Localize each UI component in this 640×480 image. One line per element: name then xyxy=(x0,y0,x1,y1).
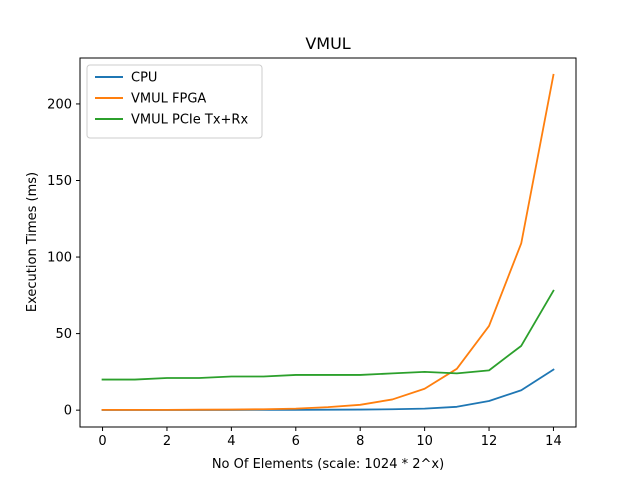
series-line-1 xyxy=(101,73,555,411)
x-tick-label-4: 8 xyxy=(356,434,364,449)
legend: CPU VMUL FPGA VMUL PCIe Tx+Rx xyxy=(86,64,263,139)
x-axis-label: No Of Elements (scale: 1024 * 2^x) xyxy=(212,457,444,472)
chart-title: VMUL xyxy=(305,34,350,53)
legend-label-1: VMUL FPGA xyxy=(131,92,206,107)
legend-box xyxy=(86,64,263,139)
y-tick-label-0: 0 xyxy=(64,404,72,419)
y-tick-label-4: 200 xyxy=(47,97,72,112)
x-axis: 0 2 4 6 8 10 12 14 xyxy=(98,427,562,449)
legend-label-0: CPU xyxy=(131,71,157,86)
plot-frame xyxy=(79,57,577,428)
series-line-2 xyxy=(101,289,555,381)
x-tick-label-3: 6 xyxy=(292,434,300,449)
x-tick-label-7: 14 xyxy=(545,434,562,449)
y-axis: 0 50 100 150 200 xyxy=(47,97,80,419)
x-tick-label-2: 4 xyxy=(227,434,235,449)
y-tick-label-2: 100 xyxy=(47,251,72,266)
plot-lines xyxy=(101,73,555,411)
x-tick-label-5: 10 xyxy=(416,434,433,449)
x-tick-label-0: 0 xyxy=(98,434,106,449)
x-tick-label-1: 2 xyxy=(163,434,171,449)
legend-label-2: VMUL PCIe Tx+Rx xyxy=(131,113,248,128)
x-tick-label-6: 12 xyxy=(481,434,498,449)
y-tick-label-1: 50 xyxy=(55,327,72,342)
y-tick-label-3: 150 xyxy=(47,174,72,189)
y-axis-label: Execution Times (ms) xyxy=(25,172,40,312)
